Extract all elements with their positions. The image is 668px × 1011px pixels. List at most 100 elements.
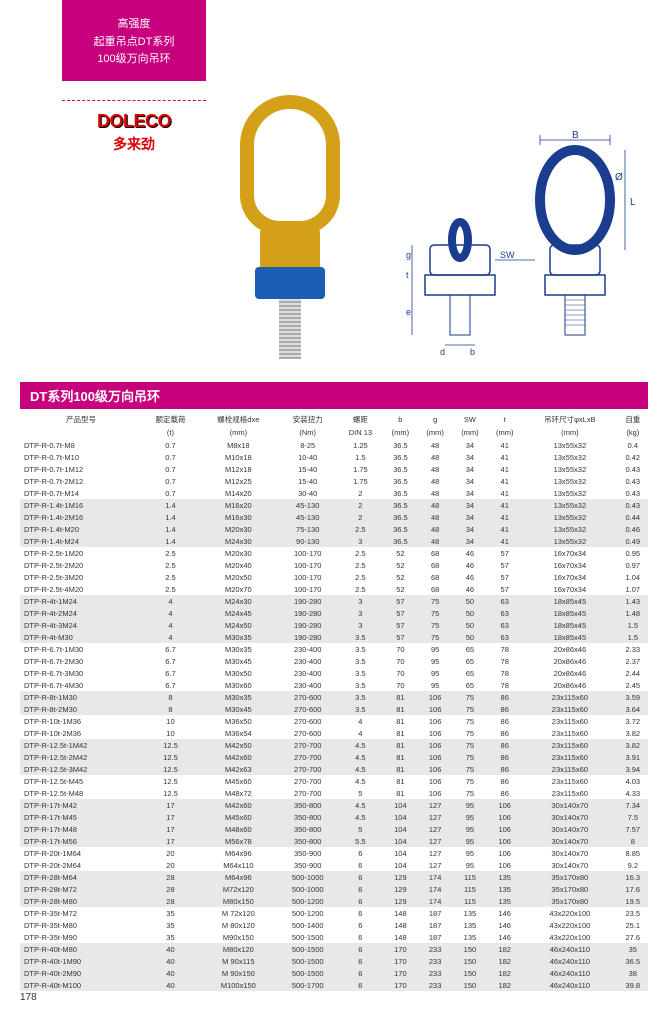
- cell: 75: [453, 727, 488, 739]
- col-header-9: 吊环尺寸φxLxB: [522, 413, 618, 426]
- cell: M 80x120: [199, 919, 278, 931]
- cell: DTP-R-12.5t-3M42: [20, 763, 142, 775]
- cell: 146: [487, 919, 522, 931]
- cell: 190-280: [278, 619, 338, 631]
- cell: 8: [142, 703, 199, 715]
- cell: 6: [338, 955, 383, 967]
- table-row: DTP-R-2.5t-1M202.5M20x30100-1702.5526846…: [20, 547, 648, 559]
- cell: 81: [383, 751, 418, 763]
- cell: 104: [383, 811, 418, 823]
- cell: 36.5: [618, 955, 648, 967]
- cell: 75: [453, 691, 488, 703]
- cell: 12.5: [142, 739, 199, 751]
- cell: 13x55x32: [522, 499, 618, 511]
- cell: 148: [383, 919, 418, 931]
- cell: 1.4: [142, 535, 199, 547]
- cell: 78: [487, 643, 522, 655]
- col-unit-9: (mm): [522, 426, 618, 439]
- cell: 40: [142, 979, 199, 991]
- cell: 20x86x46: [522, 643, 618, 655]
- cell: 146: [487, 907, 522, 919]
- cell: 75-130: [278, 523, 338, 535]
- cell: 6.7: [142, 655, 199, 667]
- cell: 500-1700: [278, 979, 338, 991]
- cell: M20x70: [199, 583, 278, 595]
- cell: 40: [142, 967, 199, 979]
- cell: 150: [453, 955, 488, 967]
- cell: 6: [338, 847, 383, 859]
- cell: 52: [383, 547, 418, 559]
- cell: DTP-R-1.4t-2M16: [20, 511, 142, 523]
- cell: 86: [487, 703, 522, 715]
- cell: DTP-R-12.5t-M45: [20, 775, 142, 787]
- cell: DTP-R-4t-3M24: [20, 619, 142, 631]
- cell: 150: [453, 943, 488, 955]
- cell: 2: [338, 511, 383, 523]
- cell: 13x55x32: [522, 463, 618, 475]
- cell: 106: [487, 811, 522, 823]
- cell: M42x63: [199, 763, 278, 775]
- cell: 12.5: [142, 787, 199, 799]
- cell: 350-800: [278, 823, 338, 835]
- dim-L: L: [630, 197, 636, 208]
- cell: 68: [418, 571, 453, 583]
- dim-phi: Ø: [615, 172, 623, 183]
- cell: 104: [383, 799, 418, 811]
- cell: 30x140x70: [522, 859, 618, 871]
- dim-SW: SW: [500, 250, 515, 260]
- cell: 35: [618, 943, 648, 955]
- table-row: DTP-R-8t-2M308M30x45270-6003.58110675862…: [20, 703, 648, 715]
- cell: 0.43: [618, 487, 648, 499]
- table-row: DTP-R-10t-2M3610M36x54270-60048110675862…: [20, 727, 648, 739]
- cell: M45x60: [199, 811, 278, 823]
- cell: 350-800: [278, 811, 338, 823]
- cell: 0.43: [618, 463, 648, 475]
- cell: 12.5: [142, 751, 199, 763]
- cell: 57: [487, 547, 522, 559]
- cell: 174: [418, 895, 453, 907]
- dim-B: B: [572, 130, 579, 141]
- cell: 70: [383, 679, 418, 691]
- cell: M48x72: [199, 787, 278, 799]
- cell: 57: [487, 571, 522, 583]
- cell: 57: [383, 619, 418, 631]
- table-row: DTP-R-17t-M5617M56x78350-8005.5104127951…: [20, 835, 648, 847]
- cell: 78: [487, 667, 522, 679]
- cell: 106: [418, 787, 453, 799]
- cell: 135: [453, 931, 488, 943]
- cell: 127: [418, 811, 453, 823]
- cell: 4: [142, 595, 199, 607]
- cell: 100-170: [278, 559, 338, 571]
- cell: DTP-R-20t-2M64: [20, 859, 142, 871]
- cell: 6: [338, 871, 383, 883]
- cell: 127: [418, 835, 453, 847]
- table-row: DTP-R-20t-1M6420M64x96350-90061041279510…: [20, 847, 648, 859]
- cell: 17: [142, 823, 199, 835]
- cell: 41: [487, 523, 522, 535]
- cell: 230-400: [278, 667, 338, 679]
- cell: 500-1000: [278, 871, 338, 883]
- cell: 30x140x70: [522, 811, 618, 823]
- table-row: DTP-R-12.5t-M4512.5M45x60270-7004.581106…: [20, 775, 648, 787]
- cell: 3.82: [618, 739, 648, 751]
- cell: 0.7: [142, 475, 199, 487]
- cell: 182: [487, 955, 522, 967]
- cell: 57: [383, 631, 418, 643]
- cell: 6: [338, 967, 383, 979]
- cell: 36.5: [383, 511, 418, 523]
- cell: 3.5: [338, 703, 383, 715]
- cell: 43x220x100: [522, 919, 618, 931]
- table-row: DTP-R-17t-M4817M48x60350-800510412795106…: [20, 823, 648, 835]
- cell: M14x20: [199, 487, 278, 499]
- cell: 106: [418, 775, 453, 787]
- cell: 135: [453, 907, 488, 919]
- cell: 75: [453, 703, 488, 715]
- dim-g: g: [406, 250, 411, 260]
- cell: M10x18: [199, 451, 278, 463]
- cell: 4: [142, 631, 199, 643]
- cell: 106: [487, 835, 522, 847]
- cell: 127: [418, 859, 453, 871]
- cell: 48: [418, 451, 453, 463]
- cell: 34: [453, 499, 488, 511]
- cell: 170: [383, 979, 418, 991]
